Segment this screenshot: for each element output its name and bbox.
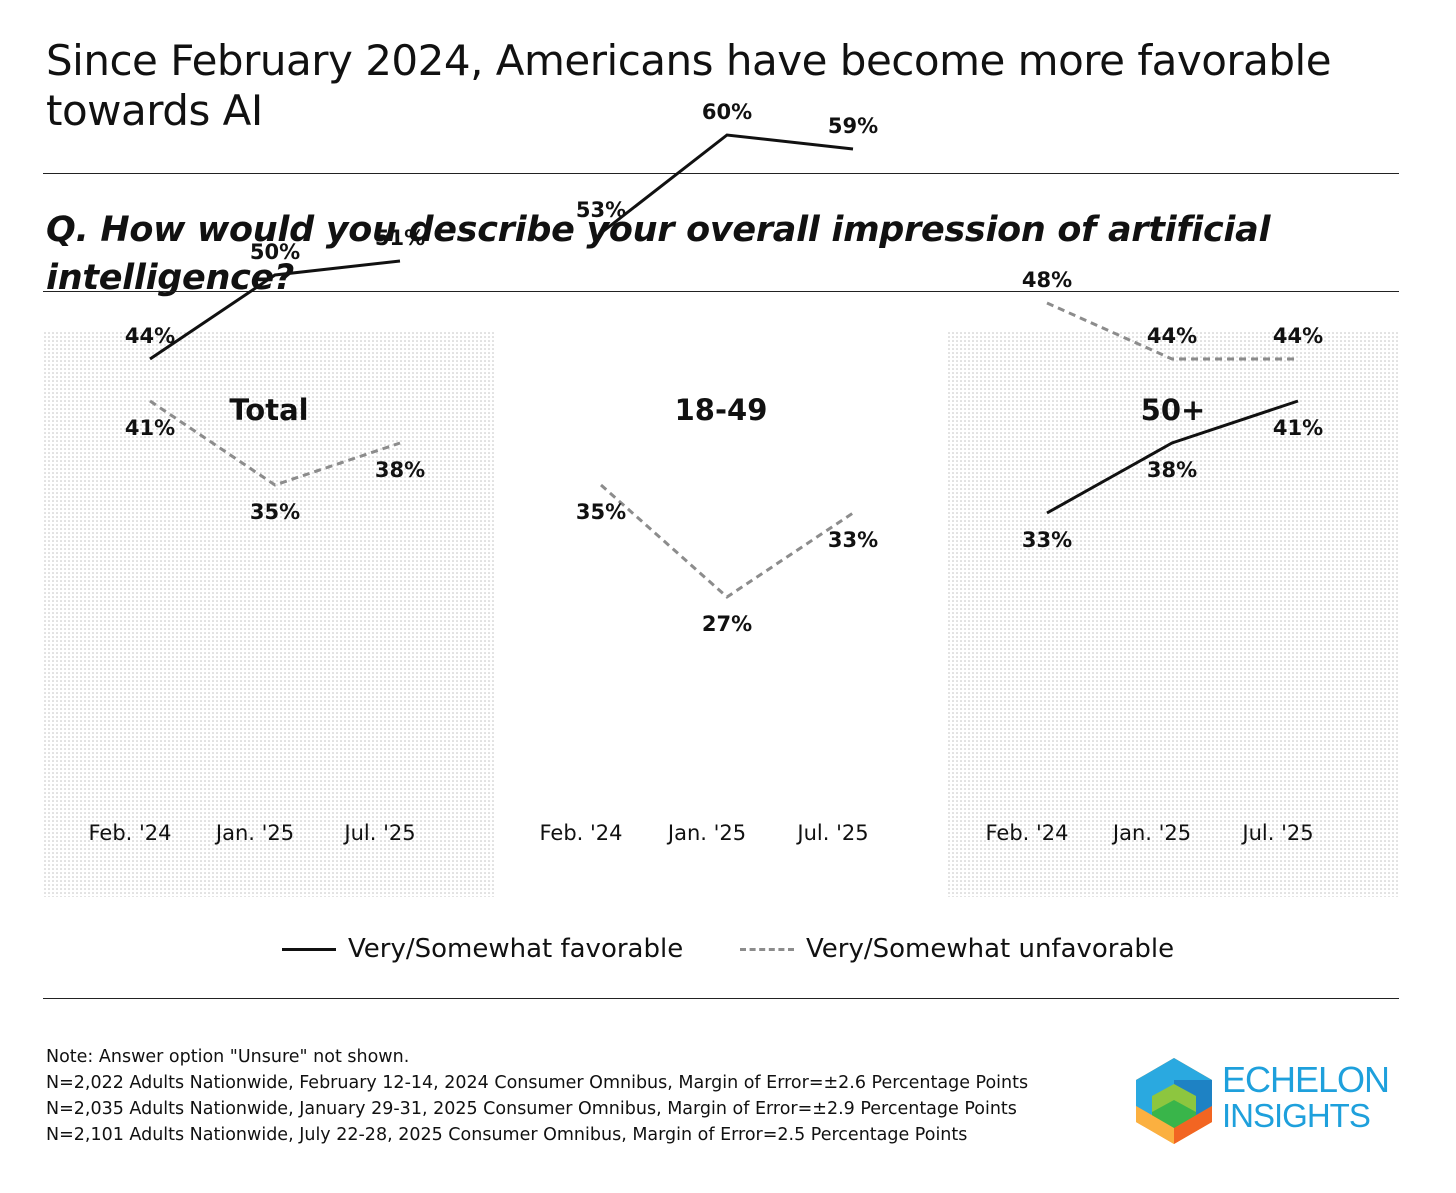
- favorable-data-label: 41%: [1273, 416, 1323, 440]
- legend-favorable-label: Very/Somewhat favorable: [348, 934, 684, 964]
- unfavorable-data-label: 38%: [375, 458, 425, 482]
- favorable-data-label: 60%: [702, 100, 752, 124]
- footnote-line: N=2,101 Adults Nationwide, July 22-28, 2…: [46, 1125, 968, 1145]
- charts-svg: Total Feb. '24 Jan. '25 Jul. '25 44% 41% 50% 35…: [43, 100, 1399, 897]
- chart-panel: Total Feb. '24 Jan. '25 Jul. '25 44% 41% 50% 35…: [43, 226, 495, 897]
- favorable-line: [1046, 399, 1299, 515]
- x-tick-label: Feb. '24: [539, 821, 622, 845]
- favorable-data-label: 38%: [1147, 458, 1197, 482]
- chart-panel: 50+ Feb. '24 Jan. '25 Jul. '25 33% 48% 38% 44% 4…: [947, 268, 1399, 897]
- unfavorable-data-label: 48%: [1022, 268, 1072, 292]
- favorable-data-label: 44%: [125, 324, 175, 348]
- favorable-line: [149, 259, 401, 361]
- x-tick-label: Jul. '25: [342, 821, 415, 845]
- unfavorable-line: [1046, 301, 1298, 361]
- divider-bottom: [43, 998, 1399, 999]
- divider-middle: [43, 291, 1399, 292]
- panel-title: 18-49: [675, 393, 768, 427]
- unfavorable-data-label: 35%: [576, 500, 626, 524]
- favorable-data-label: 59%: [828, 114, 878, 138]
- x-tick-label: Feb. '24: [88, 821, 171, 845]
- legend-favorable: Very/Somewhat favorable: [282, 926, 683, 972]
- logo-line2: INSIGHTS: [1222, 1097, 1371, 1134]
- favorable-data-label: 53%: [576, 198, 626, 222]
- x-tick-label: Jan. '25: [666, 821, 746, 845]
- x-tick-label: Jul. '25: [1240, 821, 1313, 845]
- logo-line1: ECHELON: [1222, 1059, 1390, 1100]
- x-tick-label: Feb. '24: [985, 821, 1068, 845]
- unfavorable-data-label: 27%: [702, 612, 752, 636]
- unfavorable-data-label: 44%: [1273, 324, 1323, 348]
- favorable-data-label: 33%: [1022, 528, 1072, 552]
- footnote-line: Note: Answer option "Unsure" not shown.: [46, 1047, 410, 1067]
- x-tick-label: Jan. '25: [1111, 821, 1191, 845]
- footnotes: Note: Answer option "Unsure" not shown. …: [46, 1044, 1028, 1148]
- unfavorable-data-label: 33%: [828, 528, 878, 552]
- unfavorable-line: [600, 483, 854, 599]
- panel-background: [947, 330, 1399, 897]
- unfavorable-data-label: 41%: [125, 416, 175, 440]
- panel-title: Total: [229, 393, 308, 427]
- unfavorable-data-label: 35%: [250, 500, 300, 524]
- chart-panel: 18-49 Feb. '24 Jan. '25 Jul. '25 53% 35% 60% 27…: [539, 100, 878, 845]
- hexagon-logo-icon: [1136, 1058, 1212, 1144]
- legend-unfavorable-label: Very/Somewhat unfavorable: [806, 934, 1175, 964]
- x-tick-label: Jul. '25: [795, 821, 868, 845]
- footnote-line: N=2,035 Adults Nationwide, January 29-31…: [46, 1099, 1017, 1119]
- panel-title: 50+: [1141, 393, 1206, 427]
- unfavorable-data-label: 44%: [1147, 324, 1197, 348]
- panel-background: [43, 330, 495, 897]
- favorable-data-label: 50%: [250, 240, 300, 264]
- footnote-line: N=2,022 Adults Nationwide, February 12-1…: [46, 1073, 1029, 1093]
- chart-title: Since February 2024, Americans have beco…: [46, 36, 1332, 135]
- unfavorable-line: [149, 399, 401, 487]
- divider-top: [43, 173, 1399, 174]
- x-tick-label: Jan. '25: [214, 821, 294, 845]
- echelon-insights-logo: ECHELON INSIGHTS: [1134, 1056, 1404, 1146]
- favorable-data-label: 51%: [375, 226, 425, 250]
- legend-unfavorable: Very/Somewhat unfavorable: [740, 926, 1174, 972]
- legend-dashed-line: [740, 947, 794, 951]
- legend-solid-line: [282, 947, 336, 951]
- favorable-line: [600, 133, 854, 235]
- logo-wordmark: ECHELON INSIGHTS: [1222, 1059, 1390, 1134]
